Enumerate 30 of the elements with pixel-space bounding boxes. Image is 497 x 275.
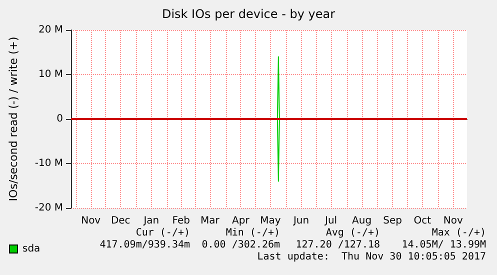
text: 417.09m/939.34m xyxy=(100,240,190,250)
x-tick-label: Sep xyxy=(383,216,402,226)
text: Min (-/+) xyxy=(226,228,280,238)
y-tick-label: -20 M xyxy=(34,202,63,214)
x-tick-label: Aug xyxy=(352,216,372,226)
text: Max (-/+) xyxy=(432,228,486,238)
x-tick-label: Dec xyxy=(110,216,130,226)
x-tick-label: Jun xyxy=(292,216,310,226)
y-axis-title: IOs/second read (-) / write (+) xyxy=(7,36,20,202)
x-tick-label: Nov xyxy=(81,216,101,226)
x-tick-label: Jan xyxy=(142,216,160,226)
y-tick-label: 10 M xyxy=(38,69,63,80)
x-tick-label: Nov xyxy=(443,216,463,226)
text: Avg (-/+) xyxy=(326,228,380,238)
x-tick-label: Feb xyxy=(172,216,190,226)
text: Cur (-/+) xyxy=(136,228,190,238)
y-tick-label: 0 xyxy=(56,114,63,124)
x-tick-label: Oct xyxy=(414,216,432,226)
x-tick-label: May xyxy=(260,216,281,226)
text: 14.05M/ 13.99M xyxy=(402,240,486,250)
x-tick-label: Apr xyxy=(232,216,250,226)
y-tick-label: 20 M xyxy=(38,24,63,36)
text: Last update: Thu Nov 30 10:05:05 2017 xyxy=(257,252,486,262)
chart-title: Disk IOs per device - by year xyxy=(162,7,336,21)
y-tick-label: -10 M xyxy=(34,158,63,169)
x-tick-label: Mar xyxy=(200,216,220,226)
legend-label: sda xyxy=(22,244,40,254)
x-tick-label: Jul xyxy=(324,216,338,226)
text: 127.20 /127.18 xyxy=(296,240,380,250)
text: 0.00 /302.26m xyxy=(202,240,280,250)
